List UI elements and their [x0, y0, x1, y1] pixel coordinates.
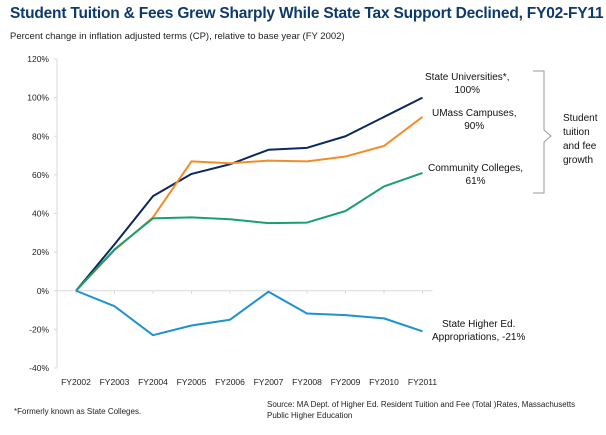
source-line: Source: MA Dept. of Higher Ed. Resident …: [267, 400, 576, 409]
y-tick-label: 0%: [37, 286, 50, 296]
x-tick-label: FY2005: [177, 377, 207, 387]
series-line-umass-campuses: [75, 116, 424, 292]
source-line: Public Higher Education: [267, 411, 353, 420]
x-tick-label: FY2010: [369, 377, 399, 387]
label-line: State Higher Ed.: [442, 319, 516, 330]
label-state-universities: State Universities*, 100%: [425, 71, 509, 97]
label-line: 61%: [465, 176, 486, 187]
y-tick-label: 20%: [32, 247, 49, 257]
x-tick-label: FY2009: [331, 377, 361, 387]
x-tick-label: FY2006: [215, 377, 245, 387]
x-tick-label: FY2003: [100, 377, 130, 387]
footnote: *Formerly known as State Colleges.: [14, 407, 142, 416]
x-tick-label: FY2004: [138, 377, 168, 387]
x-tick-label: FY2007: [254, 377, 284, 387]
chart-title: Student Tuition & Fees Grew Sharply Whil…: [10, 5, 604, 22]
label-umass: UMass Campuses, 90%: [432, 107, 516, 133]
label-community-colleges: Community Colleges, 61%: [428, 162, 523, 188]
label-bracket: Student tuition and fee growth: [563, 112, 597, 168]
label-line: Community Colleges,: [428, 163, 524, 174]
y-tick-label: -20%: [29, 324, 49, 334]
label-line: tuition: [563, 127, 590, 138]
x-tick-label: FY2011: [408, 377, 437, 387]
label-line: growth: [563, 155, 594, 166]
label-line: and fee: [563, 141, 597, 152]
brace-bracket: [533, 70, 552, 194]
label-line: Student: [563, 113, 598, 124]
y-tick-label: 80%: [32, 131, 49, 141]
y-tick-label: -40%: [29, 363, 49, 373]
label-appropriations: State Higher Ed. Appropriations, -21%: [432, 318, 525, 344]
x-tick-label: FY2008: [292, 377, 322, 387]
label-line: State Universities*,: [425, 72, 510, 83]
series-line-state-higher-ed-appropriations: [75, 289, 423, 337]
x-tick-label: FY2002: [61, 377, 91, 387]
series-line-community-colleges: [75, 172, 423, 292]
series-line-state-universities: [75, 96, 423, 292]
source-note: Source: MA Dept. of Higher Ed. Resident …: [267, 399, 575, 421]
label-line: UMass Campuses,: [432, 108, 517, 119]
y-tick-label: 40%: [32, 209, 49, 219]
label-line: 90%: [464, 121, 485, 132]
y-tick-label: 120%: [27, 54, 49, 64]
label-line: 100%: [454, 85, 481, 96]
y-tick-label: 100%: [27, 93, 49, 103]
y-tick-label: 60%: [32, 170, 49, 180]
label-line: Appropriations, -21%: [432, 332, 526, 343]
chart-subtitle: Percent change in inflation adjusted ter…: [10, 31, 345, 42]
